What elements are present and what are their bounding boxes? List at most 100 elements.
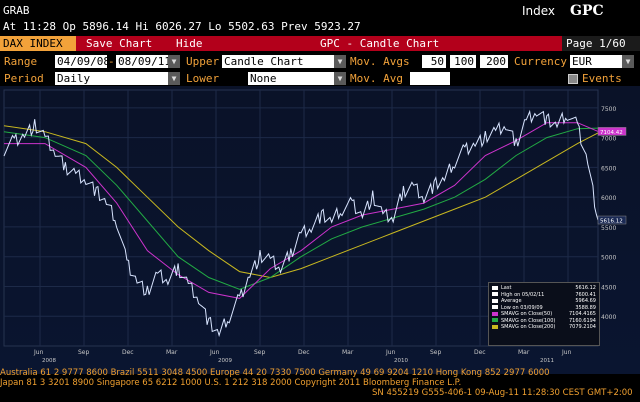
legend-label: Low on 03/09/09 — [501, 304, 543, 311]
price-tag — [597, 127, 627, 136]
legend-label: SMAVG on Close(200) — [501, 324, 556, 330]
x-month-label: Sep — [430, 349, 442, 356]
x-month-label: Dec — [122, 349, 134, 356]
x-month-label: Mar — [518, 349, 530, 356]
legend-swatch — [492, 324, 498, 329]
series-layer — [3, 109, 599, 338]
y-tick-label: 4500 — [601, 284, 616, 291]
x-month-label: Dec — [474, 349, 486, 356]
y-axis: 7500 7000 6500 6000 5500 5000 4500 4000 — [601, 106, 616, 321]
toolbar — [0, 36, 640, 51]
x-month-label: Jun — [561, 349, 572, 356]
legend-row: SMAVG on Close(50) 7104.4165 — [492, 311, 596, 318]
legend-swatch — [492, 305, 498, 309]
x-year-label: 2009 — [218, 358, 232, 364]
legend-value: 7079.2104 — [568, 324, 596, 330]
mov-avg-2-field[interactable]: 100 — [450, 55, 476, 68]
legend-swatch — [492, 318, 498, 322]
range-separator: - — [108, 55, 115, 68]
x-month-label: Jun — [209, 349, 220, 356]
save-chart-button[interactable]: Save Chart — [86, 37, 153, 50]
x-year-label: 2011 — [540, 358, 554, 364]
legend-row: SMAVG on Close(200) 7079.2104 — [492, 324, 596, 331]
range-start-field[interactable]: 04/09/08 — [55, 55, 110, 68]
lower-select[interactable]: None — [248, 72, 334, 85]
legend-label: Average — [501, 298, 522, 304]
legend-row: High on 05/02/11 7600.41 — [492, 292, 596, 299]
lower-label: Lower — [186, 72, 220, 85]
x-month-label: Sep — [254, 349, 266, 356]
range-dropdown-icon[interactable]: ▼ — [168, 55, 180, 68]
index-label: Index — [522, 4, 556, 18]
range-label: Range — [4, 55, 38, 68]
upper-dropdown-icon[interactable]: ▼ — [334, 55, 346, 68]
upper-label: Upper — [186, 55, 220, 68]
currency-dropdown-icon[interactable]: ▼ — [622, 55, 634, 68]
period-dropdown-icon[interactable]: ▼ — [168, 72, 180, 85]
x-year-label: 2010 — [394, 358, 408, 364]
y-tick-label: 5000 — [601, 255, 616, 262]
currency-label: Currency — [514, 55, 567, 68]
x-month-label: Mar — [166, 349, 178, 356]
footer-line-3: SN 455219 G555-406-1 09-Aug-11 11:28:30 … — [372, 388, 633, 398]
footer-line-2: Japan 81 3 3201 8900 Singapore 65 6212 1… — [0, 378, 462, 388]
y-tick-label: 4000 — [601, 314, 616, 321]
period-select[interactable]: Daily — [55, 72, 168, 85]
period-label: Period — [4, 72, 44, 85]
y-tick-label: 7500 — [601, 106, 616, 113]
x-month-label: Sep — [78, 349, 90, 356]
legend-row: Low on 03/09/09 3588.89 — [492, 305, 596, 312]
security-tab[interactable]: DAX INDEX — [0, 36, 76, 51]
legend-swatch — [492, 292, 498, 296]
x-month-label: Jun — [33, 349, 44, 356]
series-sma200-line — [3, 125, 599, 279]
chart-title: GPC - Candle Chart — [320, 37, 440, 50]
mov-avgs-label: Mov. Avgs — [350, 55, 410, 68]
header-bar: GRAB At 11:28 Op 5896.14 Hi 6026.27 Lo 5… — [0, 0, 640, 33]
x-year-label: 2008 — [42, 358, 56, 364]
legend-value: 5616.12 — [575, 285, 596, 291]
upper-select[interactable]: Candle Chart — [222, 55, 334, 68]
x-axis: Jun Sep Dec Mar Jun Sep Dec Mar Jun Sep Dec Mar Jun 2… — [33, 349, 572, 364]
chart-legend: Last 5616.12 High on 05/02/11 7600.41 Averag… — [488, 282, 600, 346]
price-tag-label: 7104.42 — [600, 130, 623, 136]
price-tag-label: 5616.12 — [600, 219, 623, 225]
x-month-label: Dec — [298, 349, 310, 356]
currency-select[interactable]: EUR — [570, 55, 622, 68]
legend-row: SMAVG on Close(100) 7160.6194 — [492, 318, 596, 325]
legend-value: 7160.6194 — [568, 317, 596, 324]
legend-swatch — [492, 285, 498, 290]
legend-value: 5964.69 — [575, 298, 596, 304]
settings-row-2: Period Daily ▼ Lower None ▼ Mov. Avg Eve… — [0, 70, 640, 87]
series-last-line — [3, 109, 599, 338]
ticker-label: GPC — [570, 3, 604, 19]
mov-avg-label: Mov. Avg — [350, 72, 403, 85]
range-end-field[interactable]: 08/09/11 — [116, 55, 171, 68]
legend-label: SMAVG on Close(50) — [501, 311, 553, 317]
hide-button[interactable]: Hide — [176, 37, 203, 50]
legend-row: Last 5616.12 — [492, 285, 596, 292]
price-tag — [597, 215, 627, 225]
mov-avg-field[interactable] — [410, 72, 450, 85]
series-sma50-line — [4, 122, 599, 299]
events-checkbox[interactable] — [568, 74, 578, 84]
mov-avg-1-field[interactable]: 50 — [422, 55, 446, 68]
x-month-label: Mar — [342, 349, 354, 356]
y-tick-label: 5500 — [601, 225, 616, 232]
y-tick-label: 6000 — [601, 195, 616, 202]
legend-value: 3588.89 — [575, 304, 596, 311]
legend-swatch — [492, 311, 498, 316]
legend-swatch — [492, 298, 498, 303]
series-sma100-line — [3, 127, 599, 290]
x-month-label: Jun — [385, 349, 396, 356]
page-indicator[interactable]: Page 1/60 — [562, 36, 640, 51]
mov-avg-3-field[interactable]: 200 — [480, 55, 508, 68]
legend-row: Average 5964.69 — [492, 298, 596, 305]
events-label: Events — [582, 72, 622, 85]
y-tick-label: 6500 — [601, 165, 616, 172]
legend-label: Last — [501, 285, 512, 291]
settings-row-1: Range 04/09/08 - 08/09/11 ▼ Upper Candle… — [0, 53, 640, 70]
legend-label: High on 05/02/11 — [501, 291, 545, 298]
y-tick-label: 7000 — [601, 136, 616, 143]
lower-dropdown-icon[interactable]: ▼ — [334, 72, 346, 85]
